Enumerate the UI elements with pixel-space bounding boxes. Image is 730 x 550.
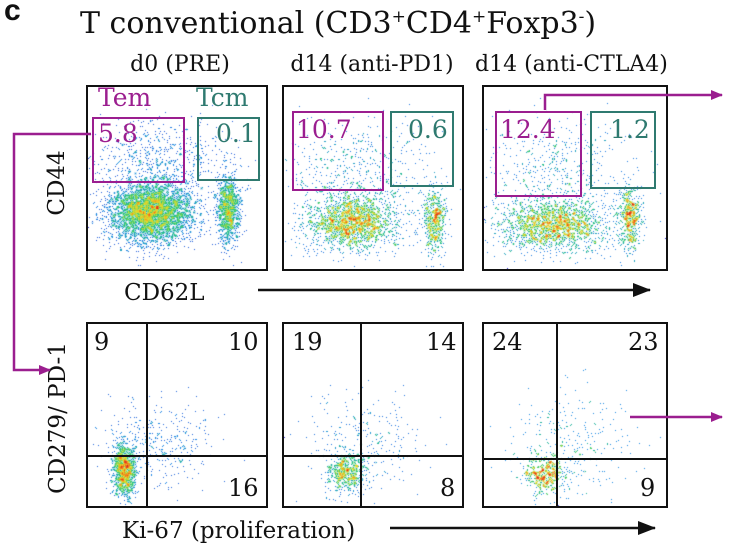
quadrant-upper-right-value: 14 [426,328,457,356]
figure-title: T conventional (CD3+CD4+Foxp3-) [80,6,597,41]
quadrant-divider-vertical [360,324,362,506]
tem-percent: 10.7 [296,115,352,144]
quadrant-upper-left-value: 19 [292,328,323,356]
flow-plot-top-anti-ctla4: 12.4 1.2 [482,85,668,271]
flow-plot-bottom-anti-pd1: 19 14 8 [282,322,464,508]
tcm-gate [590,111,656,189]
quadrant-lower-right-value: 16 [228,474,259,502]
quadrant-upper-right-value: 23 [628,328,659,356]
density-scatter [284,324,462,506]
tem-percent: 12.4 [500,115,556,144]
tcm-gate-label: Tcm [196,85,249,112]
tcm-gate [197,117,260,181]
column-title-anti-pd1: d14 (anti-PD1) [290,52,454,77]
tcm-percent: 0.1 [216,119,256,148]
flow-plot-top-d0: 5.8 0.1 Tem Tcm [86,85,268,271]
tem-gate [292,111,384,191]
quadrant-divider-horizontal [88,455,266,457]
bottom-x-axis-label: Ki-67 (proliferation) [122,518,356,544]
density-scatter [284,87,462,269]
flow-plot-bottom-d0: 9 10 16 [86,322,268,508]
column-title-d0: d0 (PRE) [130,52,230,77]
density-scatter [484,324,666,506]
quadrant-upper-right-value: 10 [228,328,259,356]
tem-percent: 5.8 [98,119,138,148]
quadrant-divider-horizontal [284,455,462,457]
density-scatter [484,87,666,269]
flow-plot-bottom-anti-ctla4: 24 23 9 [482,322,668,508]
tem-gate [495,111,582,197]
tem-gate-label: Tem [98,85,152,112]
quadrant-lower-right-value: 9 [640,474,656,502]
flow-plot-top-anti-pd1: 10.7 0.6 [282,85,464,271]
tem-gate [92,117,185,183]
tcm-percent: 0.6 [408,115,448,144]
quadrant-lower-right-value: 8 [440,474,456,502]
quadrant-divider-horizontal [484,458,666,460]
column-title-anti-ctla4: d14 (anti-CTLA4) [475,52,668,77]
top-x-axis-label: CD62L [124,280,205,306]
tcm-gate [390,111,454,187]
tem-gate-export-arrow [543,90,723,110]
quadrant-divider-vertical [556,324,558,506]
quadrant-upper-left-value: 24 [492,328,523,356]
tem-gate-connector-arrow [12,132,91,375]
tcm-percent: 1.2 [610,115,650,144]
quadrant-divider-vertical [146,324,148,506]
panel-letter: c [4,0,21,27]
quadrant-upper-left-value: 9 [94,328,110,356]
density-scatter [88,324,266,506]
